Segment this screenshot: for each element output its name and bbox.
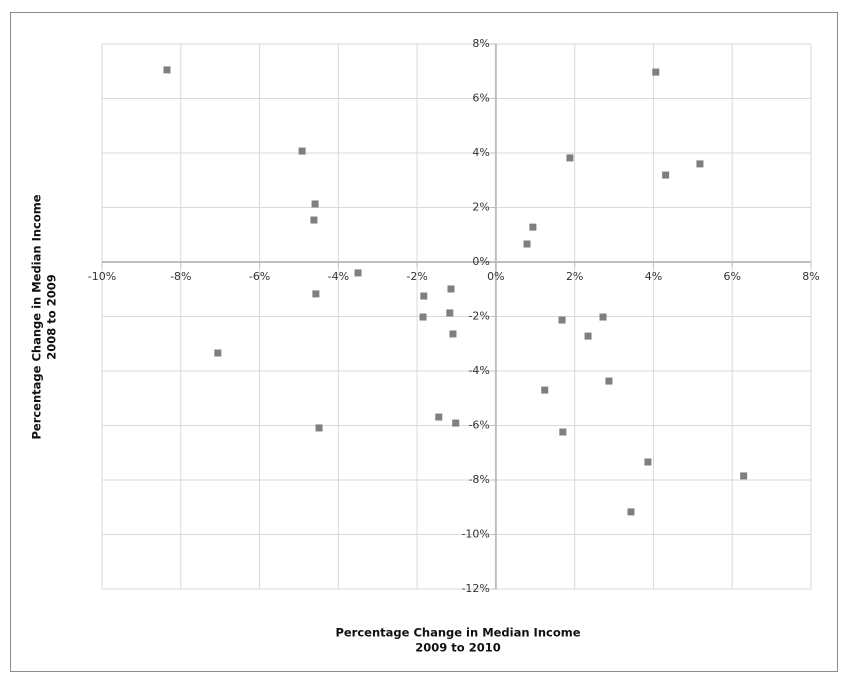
x-tick-label: -10%: [88, 270, 116, 283]
point: [529, 223, 537, 231]
point: [566, 154, 574, 162]
x-tick-label: 0%: [487, 270, 504, 283]
point: [310, 216, 318, 224]
point: [662, 171, 670, 179]
point: [559, 428, 567, 436]
point: [605, 377, 613, 385]
point: [558, 316, 566, 324]
point: [354, 269, 362, 277]
point: [652, 68, 660, 76]
point: [523, 240, 531, 248]
point: [312, 290, 320, 298]
y-tick-label: 2%: [472, 201, 489, 214]
point: [627, 508, 635, 516]
y-tick-label: -10%: [461, 528, 489, 541]
x-tick-label: 4%: [645, 270, 662, 283]
point: [696, 160, 704, 168]
point: [447, 285, 455, 293]
point: [435, 413, 443, 421]
point: [298, 147, 306, 155]
x-tick-label: -6%: [249, 270, 270, 283]
point: [449, 330, 457, 338]
point: [163, 66, 171, 74]
y-tick-label: 0%: [472, 255, 489, 268]
point: [644, 458, 652, 466]
point: [599, 313, 607, 321]
point: [419, 313, 427, 321]
point: [446, 309, 454, 317]
x-tick-label: -8%: [170, 270, 191, 283]
y-tick-label: -2%: [468, 310, 489, 323]
chart-frame: [10, 12, 838, 672]
x-axis-title-line: Percentage Change in Median Income: [335, 626, 580, 640]
point: [214, 349, 222, 357]
y-tick-label: -6%: [468, 419, 489, 432]
y-axis-title-line: 2008 to 2009: [45, 274, 59, 359]
y-axis-title: Percentage Change in Median Income 2008 …: [30, 194, 59, 439]
point: [740, 472, 748, 480]
y-tick-label: -4%: [468, 364, 489, 377]
x-tick-label: 6%: [723, 270, 740, 283]
point: [452, 419, 460, 427]
y-tick-label: 8%: [472, 37, 489, 50]
y-tick-label: -8%: [468, 473, 489, 486]
y-tick-label: 4%: [472, 146, 489, 159]
y-axis-title-line: Percentage Change in Median Income: [30, 194, 44, 439]
x-tick-label: -2%: [406, 270, 427, 283]
point: [420, 292, 428, 300]
y-tick-label: 6%: [472, 92, 489, 105]
x-axis-title: Percentage Change in Median Income 2009 …: [335, 626, 580, 655]
point: [311, 200, 319, 208]
point: [584, 332, 592, 340]
x-tick-label: 8%: [802, 270, 819, 283]
point: [315, 424, 323, 432]
point: [541, 386, 549, 394]
y-tick-label: -12%: [461, 582, 489, 595]
x-tick-label: 2%: [566, 270, 583, 283]
x-axis-title-line: 2009 to 2010: [415, 641, 500, 655]
x-tick-label: -4%: [328, 270, 349, 283]
